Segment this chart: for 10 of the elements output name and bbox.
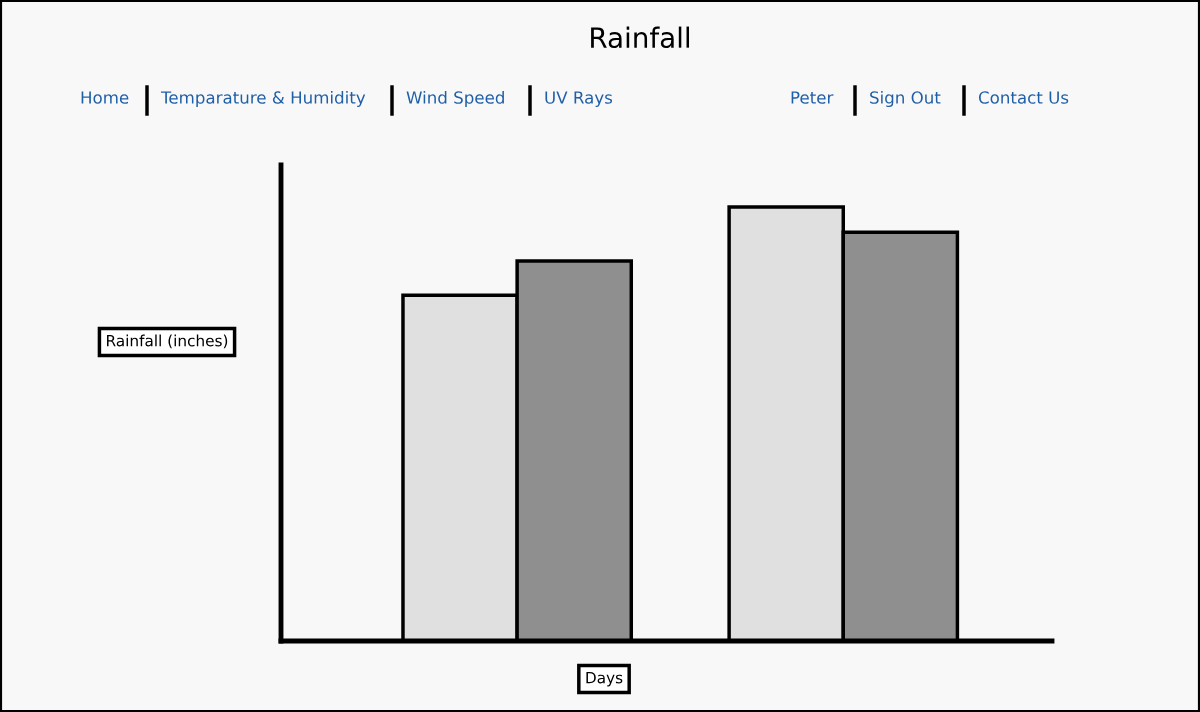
text: Wind Speed <box>406 90 504 108</box>
text: Temparature & Humidity <box>160 90 366 108</box>
text: UV Rays <box>545 91 613 108</box>
text: Peter <box>791 91 834 104</box>
chart-title: Rainfall <box>591 26 690 49</box>
x-axis-title: Days <box>586 672 623 687</box>
text: Contact Us <box>978 91 1069 104</box>
text: Sign Out <box>870 90 941 108</box>
text: Home <box>81 91 129 104</box>
y-axis-title: Rainfall (inches) <box>107 334 228 349</box>
